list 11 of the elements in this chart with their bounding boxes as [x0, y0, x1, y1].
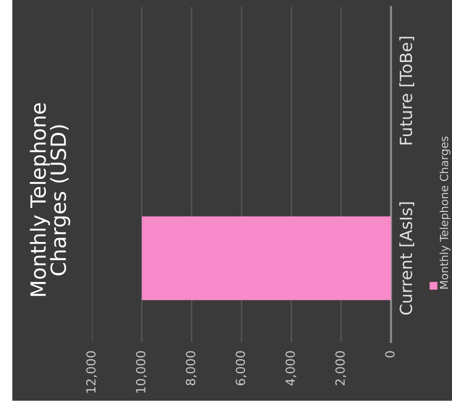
- x-tick-label: 8,000: [186, 351, 197, 386]
- text: Monthly Telephone Charges: [440, 136, 450, 289]
- x-tick-label: 0: [385, 351, 395, 358]
- x-tick-label: 4,000: [286, 351, 296, 386]
- text: Monthly Telephone Charges (USD): [30, 103, 70, 296]
- x-tick-label: 2,000: [335, 351, 346, 386]
- y-tick-label: Current [AsIs]: [399, 202, 414, 315]
- x-tick-label: 6,000: [236, 351, 246, 386]
- y-tick-label: Future [ToBe]: [399, 36, 414, 144]
- x-tick-label: 10,000: [136, 351, 147, 393]
- x-tick-label: 12,000: [86, 351, 97, 393]
